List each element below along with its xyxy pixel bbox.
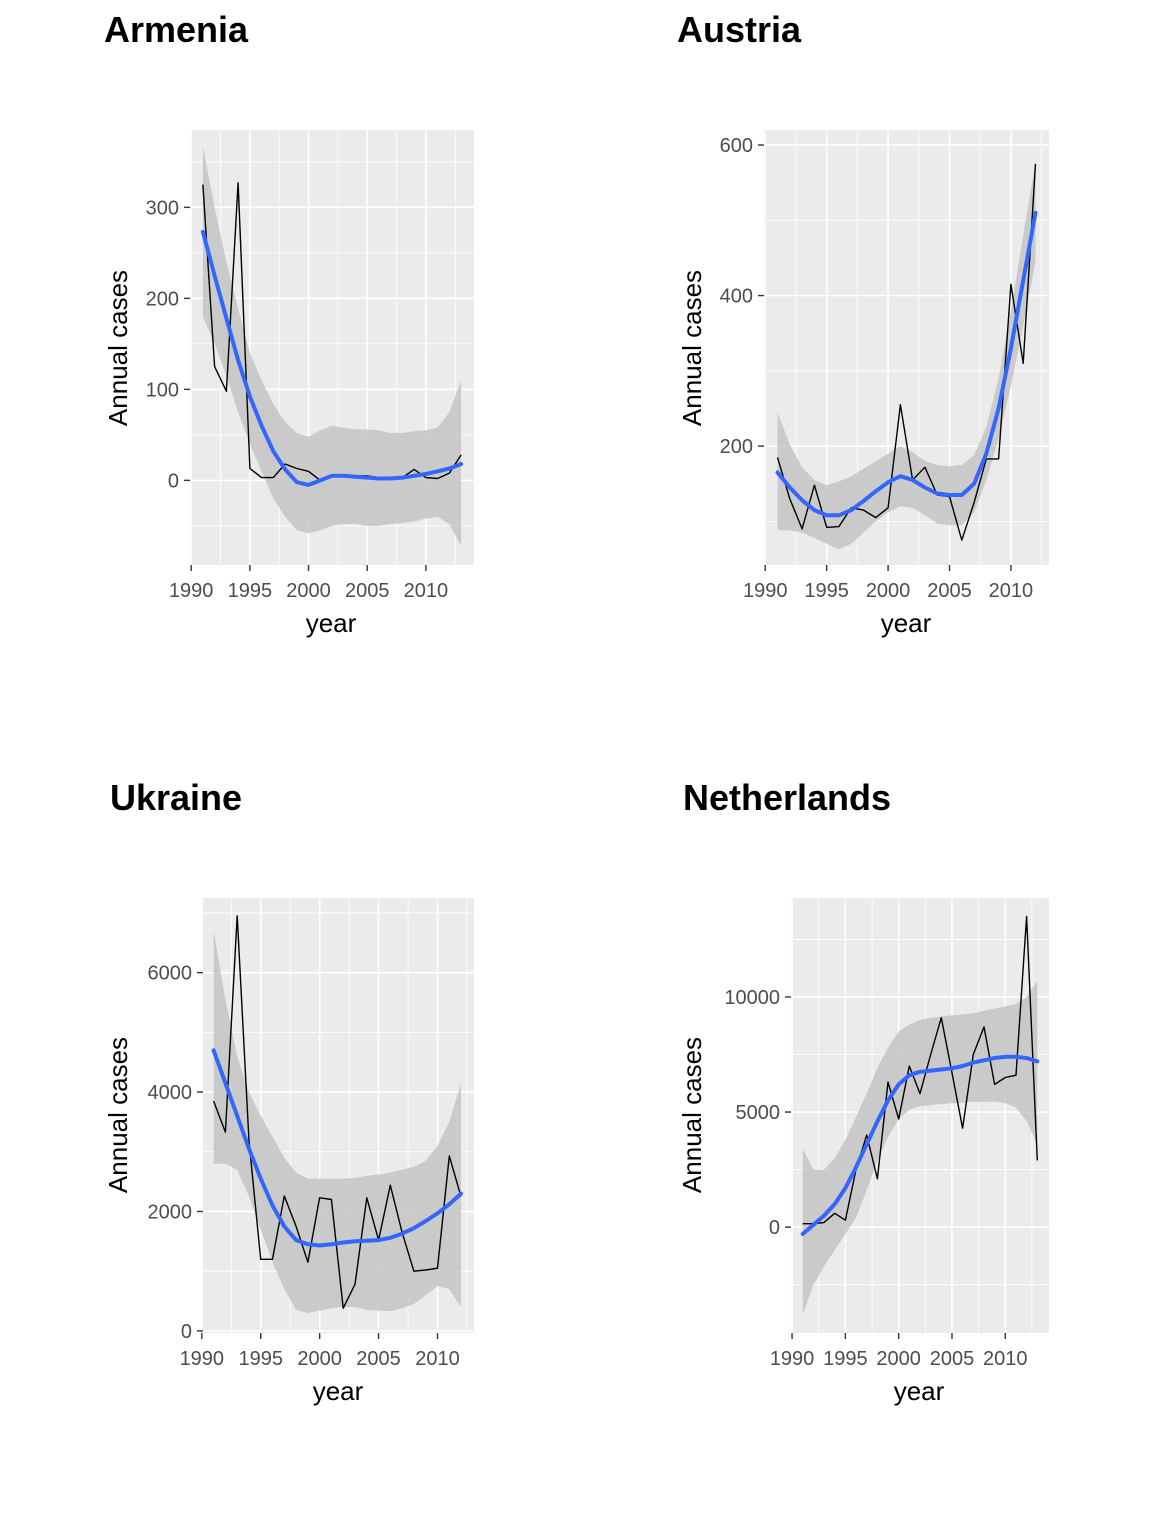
facet-title: Netherlands bbox=[683, 777, 891, 818]
facet-title: Armenia bbox=[104, 9, 249, 50]
y-tick-label: 0 bbox=[168, 470, 179, 492]
y-tick-label: 6000 bbox=[148, 963, 193, 985]
x-axis-label: year bbox=[881, 608, 932, 638]
facet-title: Ukraine bbox=[110, 777, 242, 818]
confidence-ribbon bbox=[213, 930, 461, 1313]
y-tick-label: 300 bbox=[146, 197, 179, 219]
plot-panel bbox=[791, 898, 1049, 1333]
x-tick-label: 2000 bbox=[876, 1348, 921, 1370]
x-tick-label: 1990 bbox=[180, 1348, 225, 1370]
x-tick-label: 2000 bbox=[286, 580, 331, 602]
y-axis-label: Annual cases bbox=[103, 270, 133, 426]
facet-armenia: Armenia 0 100 200 300 1990 1995 2000 2005 2010 yea… bbox=[103, 9, 474, 638]
x-tick-label: 2000 bbox=[297, 1348, 342, 1370]
y-tick-label: 4000 bbox=[148, 1082, 193, 1104]
x-tick-label: 2010 bbox=[404, 580, 449, 602]
facet-austria: Austria 200 400 600 1990 1995 2000 2005 2010 year… bbox=[677, 9, 1049, 638]
x-tick-label: 2005 bbox=[927, 580, 972, 602]
y-axis-label: Annual cases bbox=[103, 1037, 133, 1193]
y-tick-label: 5000 bbox=[736, 1102, 781, 1124]
smooth-trend-line bbox=[775, 210, 1038, 518]
confidence-ribbon bbox=[802, 980, 1038, 1315]
y-tick-label: 400 bbox=[720, 286, 753, 308]
observed-cases-line bbox=[802, 915, 1038, 1225]
x-axis-label: year bbox=[894, 1376, 945, 1406]
x-tick-label: 1995 bbox=[823, 1348, 868, 1370]
observed-cases-line bbox=[212, 915, 462, 1309]
confidence-ribbon bbox=[777, 161, 1036, 550]
y-tick-label: 0 bbox=[769, 1217, 780, 1239]
x-tick-label: 2010 bbox=[983, 1348, 1028, 1370]
x-tick-label: 2005 bbox=[345, 580, 390, 602]
y-tick-label: 200 bbox=[146, 288, 179, 310]
x-tick-label: 1990 bbox=[743, 580, 788, 602]
x-tick-label: 1995 bbox=[228, 580, 273, 602]
observed-cases-line bbox=[776, 163, 1037, 541]
x-tick-label: 1990 bbox=[770, 1348, 815, 1370]
x-tick-label: 2005 bbox=[356, 1348, 401, 1370]
y-tick-label: 0 bbox=[181, 1321, 192, 1343]
y-tick-label: 2000 bbox=[148, 1201, 193, 1223]
facet-netherlands: Netherlands 0 5000 10000 1990 1995 2000 2005 201… bbox=[677, 777, 1049, 1406]
facet-title: Austria bbox=[677, 9, 802, 50]
y-tick-label: 200 bbox=[720, 436, 753, 458]
x-axis-label: year bbox=[313, 1376, 364, 1406]
x-tick-label: 2000 bbox=[866, 580, 911, 602]
smooth-trend-line bbox=[800, 1054, 1040, 1236]
x-tick-label: 2010 bbox=[989, 580, 1034, 602]
y-tick-label: 100 bbox=[146, 379, 179, 401]
x-tick-label: 1990 bbox=[169, 580, 214, 602]
y-tick-label: 10000 bbox=[724, 987, 780, 1009]
x-tick-label: 2005 bbox=[930, 1348, 975, 1370]
x-tick-label: 1995 bbox=[238, 1348, 283, 1370]
y-axis-label: Annual cases bbox=[677, 1037, 707, 1193]
smooth-trend-line bbox=[200, 229, 464, 487]
facet-ukraine: Ukraine 0 2000 4000 6000 1990 1995 2000 2005 2010… bbox=[103, 777, 474, 1406]
confidence-ribbon bbox=[202, 146, 462, 546]
x-tick-label: 2010 bbox=[415, 1348, 460, 1370]
y-tick-label: 600 bbox=[720, 135, 753, 157]
smooth-trend-line bbox=[211, 1048, 463, 1248]
x-tick-label: 1995 bbox=[804, 580, 849, 602]
y-axis-label: Annual cases bbox=[677, 270, 707, 426]
x-axis-label: year bbox=[306, 608, 357, 638]
